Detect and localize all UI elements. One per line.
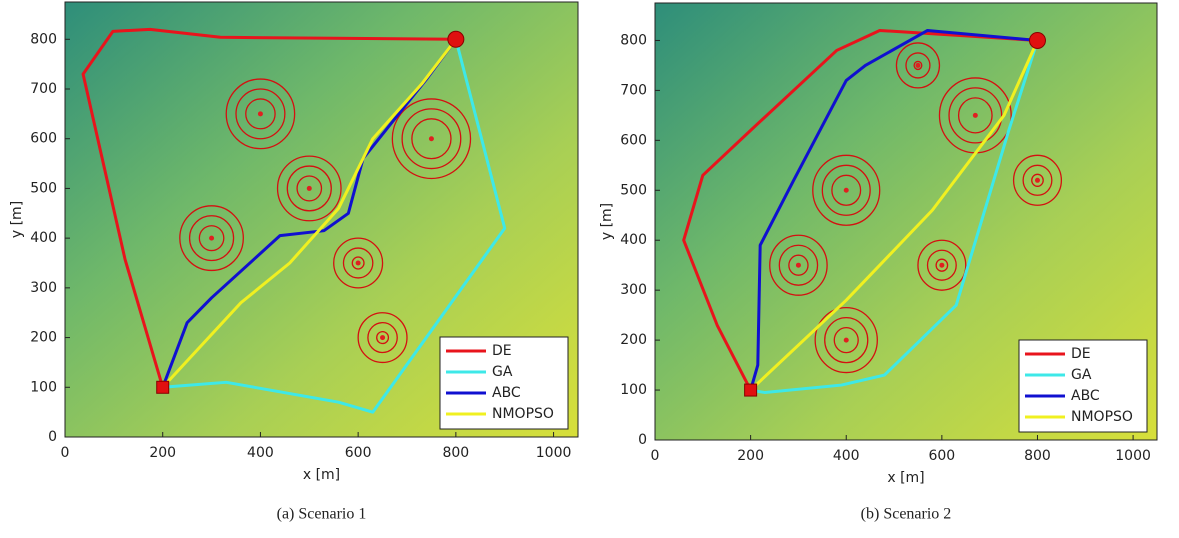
y-tick-label: 300 [30, 280, 57, 296]
x-tick-label: 800 [442, 445, 469, 461]
legend-label: ABC [1071, 388, 1100, 404]
y-axis-label: y [m] [599, 203, 615, 240]
y-axis-label: y [m] [9, 201, 25, 238]
y-tick-label: 400 [30, 230, 57, 246]
y-tick-label: 500 [620, 182, 647, 198]
threat-center [307, 186, 312, 191]
legend-label: DE [492, 343, 512, 359]
x-tick-label: 1000 [1115, 448, 1151, 464]
caption: (b) Scenario 2 [861, 506, 952, 523]
y-tick-label: 800 [30, 31, 57, 47]
y-tick-label: 200 [30, 330, 57, 346]
subplot: 0 200 400 600 800 1000 0 100 200 300 400 500 600 700 8… [599, 3, 1157, 523]
x-tick-label: 400 [833, 448, 860, 464]
threat-center [796, 263, 801, 268]
threat-center [209, 236, 214, 241]
y-tick-label: 600 [30, 131, 57, 147]
legend-label: NMOPSO [1071, 409, 1133, 425]
x-axis-label: x [m] [303, 467, 340, 483]
x-tick-label: 1000 [536, 445, 572, 461]
y-tick-label: 600 [620, 132, 647, 148]
figure: 0200400600800100001002003004005006007008… [0, 0, 1179, 538]
legend-label: DE [1071, 346, 1091, 362]
x-axis-label: x [m] [887, 470, 924, 486]
y-tick-label: 500 [30, 180, 57, 196]
threat-center [844, 338, 849, 343]
start-marker [745, 384, 757, 396]
legend: DE GA ABC NMOPSO [440, 337, 568, 429]
threat-center [429, 136, 434, 141]
subplot: 0 200 400 600 800 1000 0 100 200 300 400 500 600 700 8… [9, 2, 578, 523]
threat-center [915, 63, 920, 68]
y-tick-label: 200 [620, 332, 647, 348]
y-tick-label: 100 [620, 382, 647, 398]
legend-label: GA [492, 364, 513, 380]
start-marker [157, 381, 169, 393]
threat-center [258, 111, 263, 116]
caption: (a) Scenario 1 [277, 506, 367, 523]
x-tick-label: 800 [1024, 448, 1051, 464]
threat-center [380, 335, 385, 340]
y-tick-label: 0 [48, 429, 57, 445]
legend-label: NMOPSO [492, 406, 554, 422]
threat-center [844, 188, 849, 193]
x-tick-label: 200 [737, 448, 764, 464]
threat-center [356, 261, 361, 266]
y-tick-label: 400 [620, 232, 647, 248]
threat-center [939, 263, 944, 268]
x-tick-label: 200 [149, 445, 176, 461]
y-tick-label: 0 [638, 432, 647, 448]
goal-marker [1029, 32, 1045, 48]
goal-marker [448, 31, 464, 47]
legend-label: ABC [492, 385, 521, 401]
y-tick-label: 700 [30, 81, 57, 97]
x-tick-label: 600 [928, 448, 955, 464]
x-tick-label: 0 [61, 445, 70, 461]
y-tick-label: 800 [620, 32, 647, 48]
threat-center [1035, 178, 1040, 183]
y-tick-label: 700 [620, 82, 647, 98]
x-tick-label: 400 [247, 445, 274, 461]
x-tick-label: 0 [651, 448, 660, 464]
legend: DE GA ABC NMOPSO [1019, 340, 1147, 432]
x-tick-label: 600 [345, 445, 372, 461]
y-tick-label: 100 [30, 379, 57, 395]
y-tick-label: 300 [620, 282, 647, 298]
legend-label: GA [1071, 367, 1092, 383]
threat-center [973, 113, 978, 118]
